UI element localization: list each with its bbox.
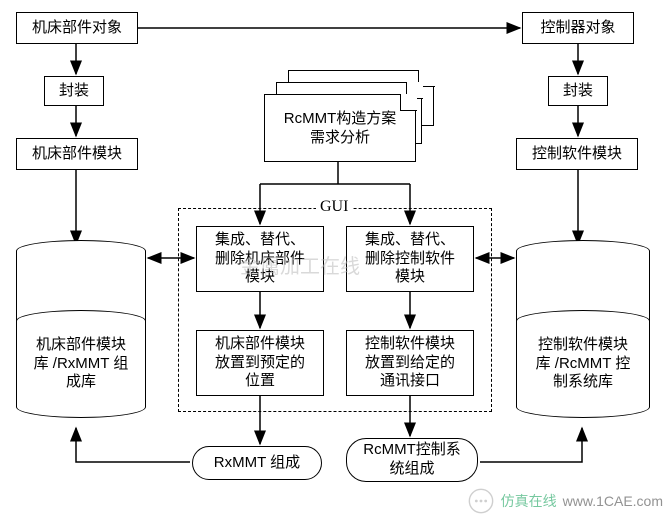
label: 机床部件模块: [32, 145, 122, 164]
control-software-library-cylinder: 控制软件模块 库 /RcMMT 控 制系统库: [516, 240, 650, 426]
gui-label: GUI: [316, 198, 352, 216]
left-encapsulate-box: 封装: [44, 76, 104, 106]
machine-part-library-cylinder: 机床部件模块 库 /RxMMT 组 成库: [16, 240, 146, 426]
chat-icon: [467, 487, 495, 515]
label: 集成、替代、 删除控制软件 模块: [365, 231, 455, 287]
control-software-module-box: 控制软件模块: [516, 138, 638, 170]
label: 控制器对象: [540, 19, 615, 38]
machine-part-object-box: 机床部件对象: [16, 12, 138, 44]
rxmmt-output-box: RxMMT 组成: [192, 446, 322, 480]
right-op-place-box: 控制软件模块 放置到给定的 通讯接口: [346, 330, 474, 396]
footer-watermark: 仿真在线 www.1CAE.com: [467, 487, 663, 515]
label: 控制软件模块 库 /RcMMT 控 制系统库: [536, 336, 631, 392]
label: 集成、替代、 删除机床部件 模块: [215, 231, 305, 287]
label: 控制软件模块: [532, 145, 622, 164]
label: 机床部件对象: [32, 19, 122, 38]
label: RcMMT控制系 统组成: [363, 441, 461, 479]
rcmmt-output-box: RcMMT控制系 统组成: [346, 438, 478, 482]
controller-object-box: 控制器对象: [522, 12, 634, 44]
requirement-doc-stack: RcMMT构造方案 需求分析: [264, 70, 434, 166]
label: 封装: [59, 82, 89, 101]
label: 封装: [563, 82, 593, 101]
right-op-integrate-box: 集成、替代、 删除控制软件 模块: [346, 226, 474, 292]
label: 机床部件模块 放置到预定的 位置: [215, 335, 305, 391]
left-op-integrate-box: 集成、替代、 删除机床部件 模块: [196, 226, 324, 292]
label: 控制软件模块 放置到给定的 通讯接口: [365, 335, 455, 391]
left-op-place-box: 机床部件模块 放置到预定的 位置: [196, 330, 324, 396]
doc-label: RcMMT构造方案 需求分析: [284, 109, 397, 148]
machine-part-module-box: 机床部件模块: [16, 138, 138, 170]
footer-url: www.1CAE.com: [563, 493, 663, 509]
label: 机床部件模块 库 /RxMMT 组 成库: [34, 336, 129, 392]
right-encapsulate-box: 封装: [548, 76, 608, 106]
label: RxMMT 组成: [214, 454, 300, 473]
